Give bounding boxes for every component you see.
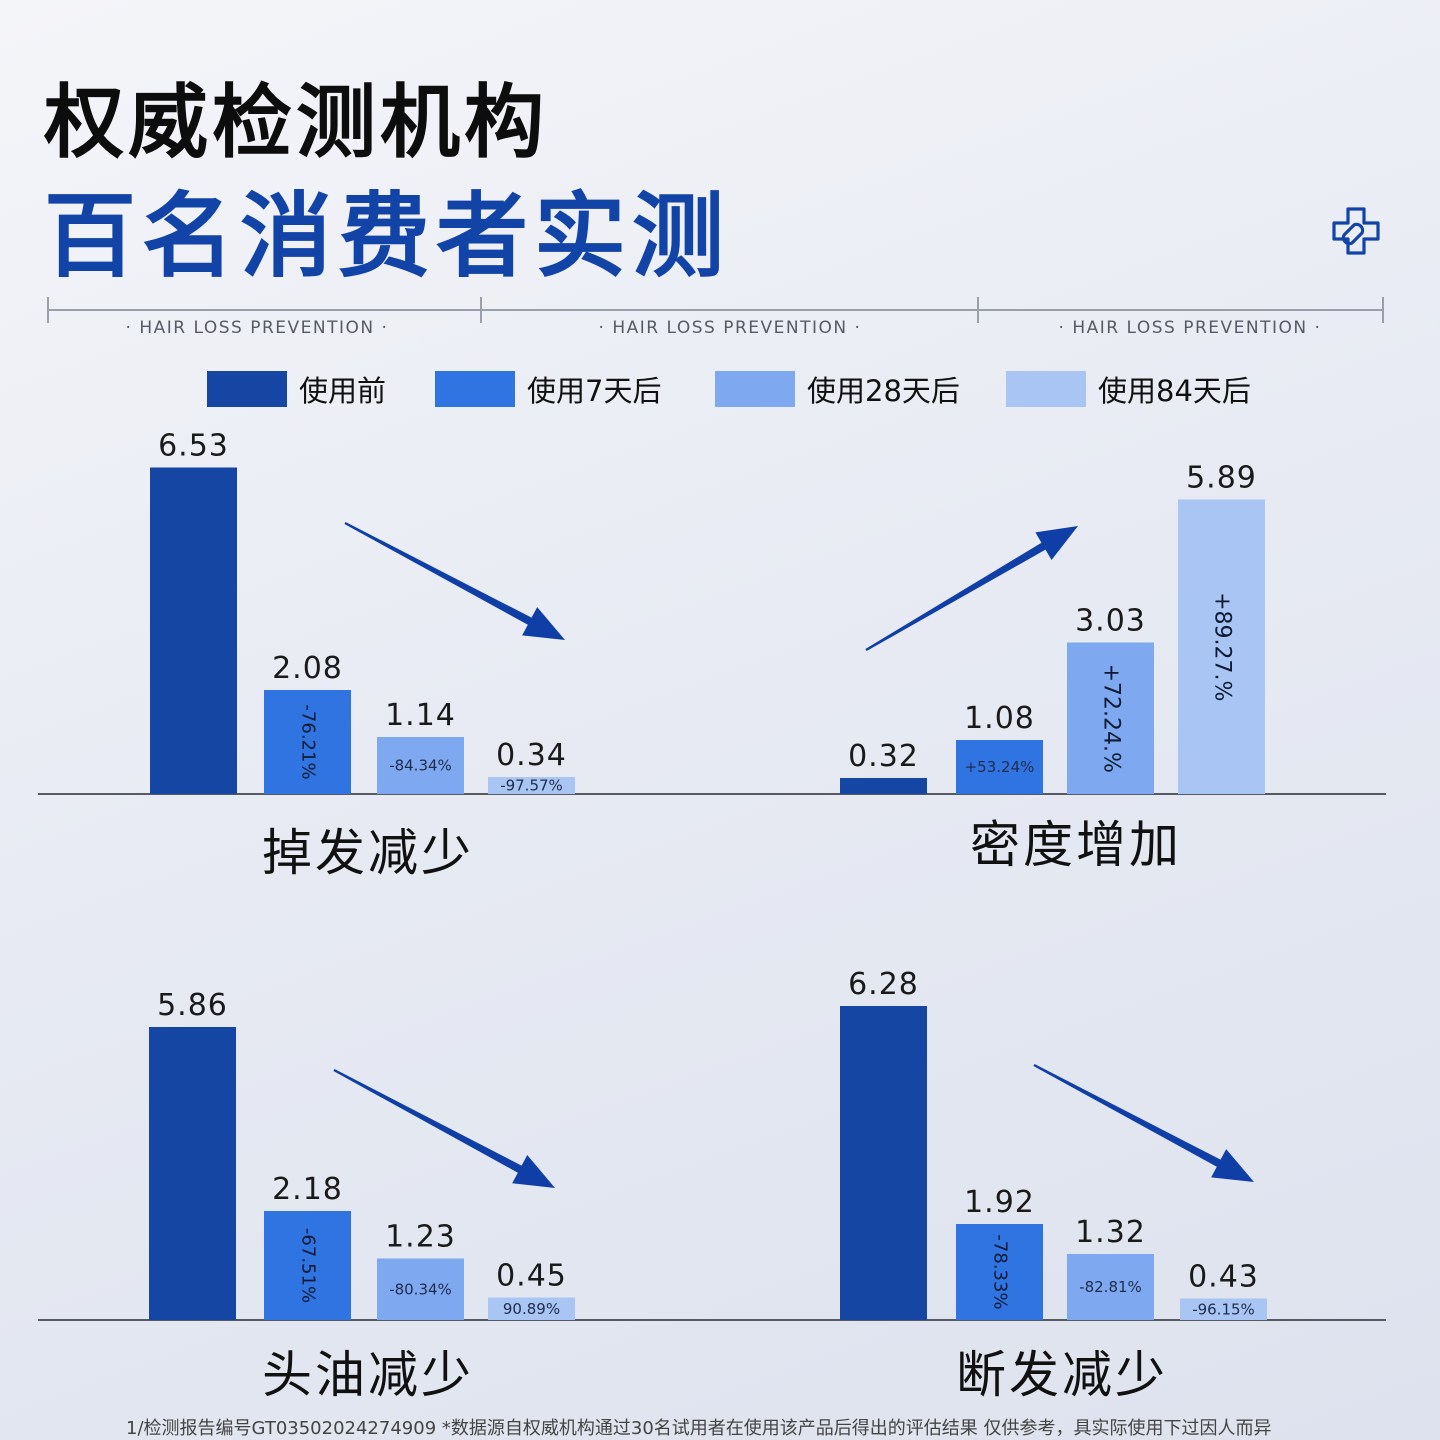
legend-item-before: 使用前 <box>207 370 386 408</box>
bar-change-label: -67.51% <box>298 1228 319 1303</box>
bar <box>956 1224 1043 1320</box>
legend-label: 使用7天后 <box>527 374 662 408</box>
bar-value-label: 3.03 <box>1075 604 1146 639</box>
divider-tick <box>977 297 979 323</box>
bar-value-label: 6.28 <box>848 967 919 1002</box>
bar-value-label: 5.89 <box>1186 461 1257 496</box>
bar-change-label: -76.21% <box>298 704 319 779</box>
trend-arrow-icon <box>333 1068 555 1188</box>
bar-change-label: -96.15% <box>1192 1300 1255 1318</box>
bar <box>377 737 464 794</box>
chart-title: 头油减少 <box>262 1346 474 1404</box>
bar-value-label: 5.86 <box>157 988 228 1023</box>
trend-arrow-icon <box>1033 1063 1254 1182</box>
bar <box>1067 642 1154 794</box>
bar <box>1067 1254 1154 1320</box>
bar <box>956 740 1043 794</box>
bar <box>377 1258 464 1320</box>
chart-title: 密度增加 <box>970 816 1182 874</box>
bar-value-label: 1.23 <box>385 1220 456 1255</box>
bar <box>264 690 351 794</box>
bar-value-label: 2.08 <box>272 651 343 686</box>
legend-item-28days: 使用28天后 <box>715 370 960 408</box>
bar-value-label: 1.92 <box>964 1185 1035 1220</box>
legend-swatch <box>1006 371 1086 407</box>
legend-swatch <box>715 371 795 407</box>
chart-title: 断发减少 <box>956 1346 1168 1404</box>
bar-change-label: +72.24.% <box>1099 664 1124 773</box>
bar-value-label: 0.34 <box>496 738 567 773</box>
trend-arrow-icon <box>865 526 1078 652</box>
legend-swatch <box>435 371 515 407</box>
bar-value-label: 2.18 <box>272 1172 343 1207</box>
bar <box>264 1211 351 1320</box>
bar-value-label: 0.32 <box>848 739 919 774</box>
legend-label: 使用前 <box>299 374 387 408</box>
legend-item-7days: 使用7天后 <box>435 370 661 408</box>
divider-tick <box>480 297 482 323</box>
legend-label: 使用28天后 <box>807 374 960 408</box>
bar-value-label: 1.14 <box>385 698 456 733</box>
legend-swatch <box>207 371 287 407</box>
chart-title: 掉发减少 <box>262 824 474 882</box>
bar-value-label: 1.08 <box>964 701 1035 736</box>
bar <box>840 1006 927 1320</box>
bar-value-label: 0.43 <box>1188 1260 1259 1295</box>
bar-change-label: -84.34% <box>389 757 452 775</box>
bar <box>150 467 237 794</box>
bar-change-label: +53.24% <box>965 758 1035 776</box>
bar <box>488 1297 575 1320</box>
bar <box>488 777 575 794</box>
title-line-1: 权威检测机构 <box>44 76 548 169</box>
bar-change-label: -82.81% <box>1079 1278 1142 1296</box>
brand-logo-icon <box>1332 207 1380 255</box>
bar <box>149 1027 236 1320</box>
footnote: 1/检测报告编号GT03502024274909 *数据源自权威机构通过30名试… <box>126 1418 1272 1439</box>
divider-tick <box>47 297 49 323</box>
legend-item-84days: 使用84天后 <box>1006 370 1251 408</box>
sublabel-2: · HAIR LOSS PREVENTION · <box>598 318 862 338</box>
sublabel-3: · HAIR LOSS PREVENTION · <box>1058 318 1322 338</box>
bar-value-label: 0.45 <box>496 1259 567 1294</box>
sublabel-1: · HAIR LOSS PREVENTION · <box>125 318 389 338</box>
trend-arrow-icon <box>344 521 565 640</box>
header-divider <box>48 309 1384 311</box>
bar-value-label: 1.32 <box>1075 1215 1146 1250</box>
title-line-2: 百名消费者实测 <box>44 183 731 290</box>
bar <box>1178 499 1265 794</box>
bar-change-label: -78.33% <box>990 1234 1011 1309</box>
bar <box>1180 1298 1267 1320</box>
bar <box>840 778 927 794</box>
divider-tick <box>1382 297 1384 323</box>
bar-change-label: +89.27.% <box>1210 592 1235 701</box>
bar-change-label: -80.34% <box>389 1280 452 1298</box>
legend-label: 使用84天后 <box>1098 374 1251 408</box>
bar-change-label: 90.89% <box>503 1300 560 1318</box>
bar-value-label: 6.53 <box>158 429 229 464</box>
bar-change-label: -97.57% <box>500 777 563 795</box>
